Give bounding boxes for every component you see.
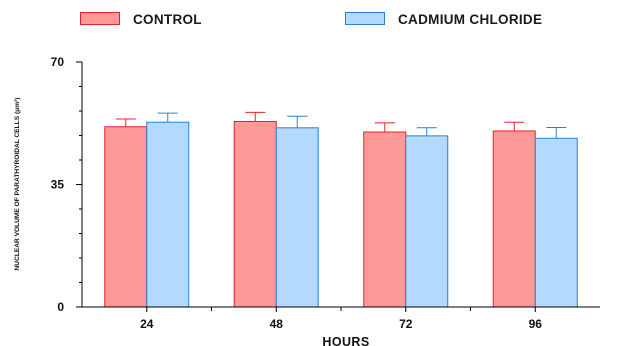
legend-swatch-control: [80, 12, 120, 25]
y-tick-label-70: 70: [51, 55, 65, 69]
x-tick-label-72: 72: [399, 317, 413, 331]
x-tick-label-48: 48: [270, 317, 284, 331]
bar-cadmium-chloride-72: [405, 135, 449, 308]
bar-control-24: [104, 126, 148, 308]
y-axis-title: NUCLEAR VOLUME OF PARATHYROIDAL CELLS (μ…: [14, 98, 21, 271]
x-tick-label-24: 24: [140, 317, 154, 331]
x-axis-title: HOURS: [322, 335, 369, 346]
bar-cadmium-chloride-48: [275, 127, 319, 308]
bars-layer: [104, 111, 578, 308]
y-tick-label-0: 0: [57, 300, 64, 314]
legend-label-control: CONTROL: [133, 12, 202, 27]
x-tick-label-96: 96: [529, 317, 543, 331]
bar-control-48: [233, 121, 277, 308]
bar-cadmium-chloride-24: [146, 121, 190, 308]
bar-control-72: [363, 131, 407, 308]
y-tick-label-35: 35: [51, 178, 65, 192]
legend-swatch-cadmium-chloride: [345, 12, 385, 25]
legend-label-cadmium-chloride: CADMIUM CHLORIDE: [398, 12, 543, 27]
bar-cadmium-chloride-96: [534, 137, 578, 308]
bar-control-96: [492, 130, 536, 308]
ticks-layer: 24 48 72 96 0 35 70: [51, 55, 543, 331]
